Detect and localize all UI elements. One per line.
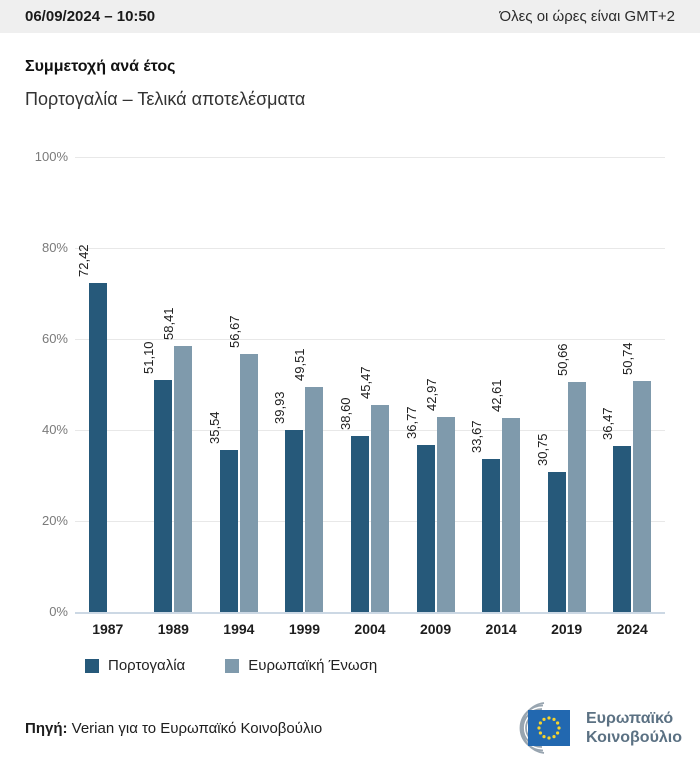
bar-value-label: 42,61 — [489, 379, 505, 413]
x-axis-year-label: 2004 — [354, 621, 386, 637]
bar-portugal-1999 — [285, 430, 304, 612]
bar-portugal-2019 — [547, 472, 566, 612]
legend-label-portugal: Πορτογαλία — [108, 657, 186, 674]
bar-eu-2024 — [633, 381, 652, 612]
x-axis-year-label: 1989 — [157, 621, 189, 637]
x-axis-year-label: 2024 — [616, 621, 648, 637]
bar-value-label: 42,97 — [423, 377, 439, 411]
bar-value-label: 51,10 — [141, 340, 157, 374]
y-axis-tick-label: 100% — [34, 149, 68, 164]
bar-portugal-2009 — [416, 444, 435, 612]
legend-item-portugal: Πορτογαλία — [85, 657, 185, 674]
bar-value-label: 56,67 — [226, 315, 242, 349]
european-parliament-logo: Ευρωπαϊκό Κοινοβούλιο — [484, 702, 682, 754]
legend-swatch-portugal-icon — [85, 658, 99, 673]
bar-portugal-2024 — [613, 446, 632, 612]
source-note: Πηγή: Verian για το Ευρωπαϊκό Κοινοβούλι… — [25, 720, 322, 737]
bar-eu-1989 — [174, 346, 193, 612]
gridline — [75, 430, 665, 431]
y-axis-tick-label: 20% — [41, 513, 68, 528]
bar-value-label: 36,47 — [600, 407, 616, 441]
bar-portugal-1989 — [154, 379, 173, 612]
page-title: Συμμετοχή ανά έτος — [25, 58, 176, 75]
page-subtitle: Πορτογαλία – Τελικά αποτελέσματα — [25, 89, 306, 109]
gridline — [75, 157, 665, 158]
bar-value-label: 36,77 — [403, 406, 419, 439]
x-axis-year-label: 1987 — [92, 621, 124, 637]
x-axis-year-label: 1994 — [223, 621, 255, 637]
bar-value-label: 58,41 — [161, 307, 177, 341]
logo-text-line2: Κοινοβούλιο — [585, 729, 682, 746]
bar-eu-2019 — [567, 381, 586, 612]
legend-swatch-eu-icon — [225, 658, 240, 673]
bar-eu-1999 — [305, 386, 324, 612]
bar-portugal-2014 — [482, 458, 501, 612]
bar-eu-2009 — [436, 416, 455, 612]
bar-portugal-1994 — [219, 450, 238, 612]
legend-item-eu: Ευρωπαϊκή Ένωση — [225, 657, 377, 674]
y-axis-tick-label: 60% — [41, 331, 68, 346]
x-axis-year-label: 2009 — [419, 621, 452, 637]
logo-text-line1: Ευρωπαϊκό — [585, 709, 674, 727]
chart-legend: Πορτογαλία Ευρωπαϊκή Ένωση — [85, 657, 700, 674]
european-parliament-logo-text: Ευρωπαϊκό Κοινοβούλιο — [586, 709, 682, 747]
y-axis-tick-label: 40% — [41, 422, 68, 437]
bar-value-label: 50,66 — [554, 342, 570, 376]
bar-value-label: 49,51 — [292, 348, 308, 381]
bar-value-label: 50,74 — [620, 342, 636, 376]
y-axis-tick-label: 80% — [41, 240, 68, 255]
source-label: Πηγή: — [25, 719, 68, 737]
bar-value-label: 33,67 — [469, 420, 485, 453]
x-axis-year-label: 2019 — [551, 621, 583, 637]
bar-value-label: 38,60 — [338, 397, 353, 431]
eu-flag-icon — [527, 710, 570, 746]
bar-eu-1994 — [239, 354, 258, 612]
bar-portugal-1987 — [88, 282, 107, 612]
header-datetime: 06/09/2024 – 10:50 — [25, 8, 156, 25]
bar-portugal-2004 — [351, 436, 369, 612]
gridline — [75, 339, 665, 340]
footer: Πηγή: Verian για το Ευρωπαϊκό Κοινοβούλι… — [0, 702, 700, 754]
gridline — [75, 521, 665, 522]
european-parliament-logo-icon — [519, 702, 570, 754]
bar-value-label: 45,47 — [358, 366, 373, 400]
bar-value-label: 39,93 — [272, 391, 288, 425]
bar-value-label: 35,54 — [206, 411, 222, 445]
y-axis-tick-label: 0% — [49, 604, 68, 619]
bar-value-label: 30,75 — [534, 433, 550, 467]
turnout-bar-chart: 0% 20% 40% 60% 80% 100% 1987 72,42 1989 51,10 58,4… — [0, 140, 700, 645]
x-axis-year-label: 1999 — [288, 621, 321, 637]
gridline — [75, 248, 665, 249]
eu-flag-stars — [537, 716, 561, 740]
source-text: Verian για το Ευρωπαϊκό Κοινοβούλιο — [67, 719, 323, 737]
x-axis-line — [75, 612, 665, 614]
bar-value-label: 72,42 — [75, 243, 91, 277]
header-timezone-note: Όλες οι ώρες είναι GMT+2 — [499, 8, 676, 25]
bar-eu-2004 — [371, 405, 389, 612]
x-axis-year-label: 2014 — [485, 621, 517, 637]
legend-label-eu: Ευρωπαϊκή Ένωση — [248, 657, 378, 674]
bar-eu-2014 — [502, 418, 521, 612]
header-bar: 06/09/2024 – 10:50 Όλες οι ώρες είναι GM… — [0, 0, 700, 33]
